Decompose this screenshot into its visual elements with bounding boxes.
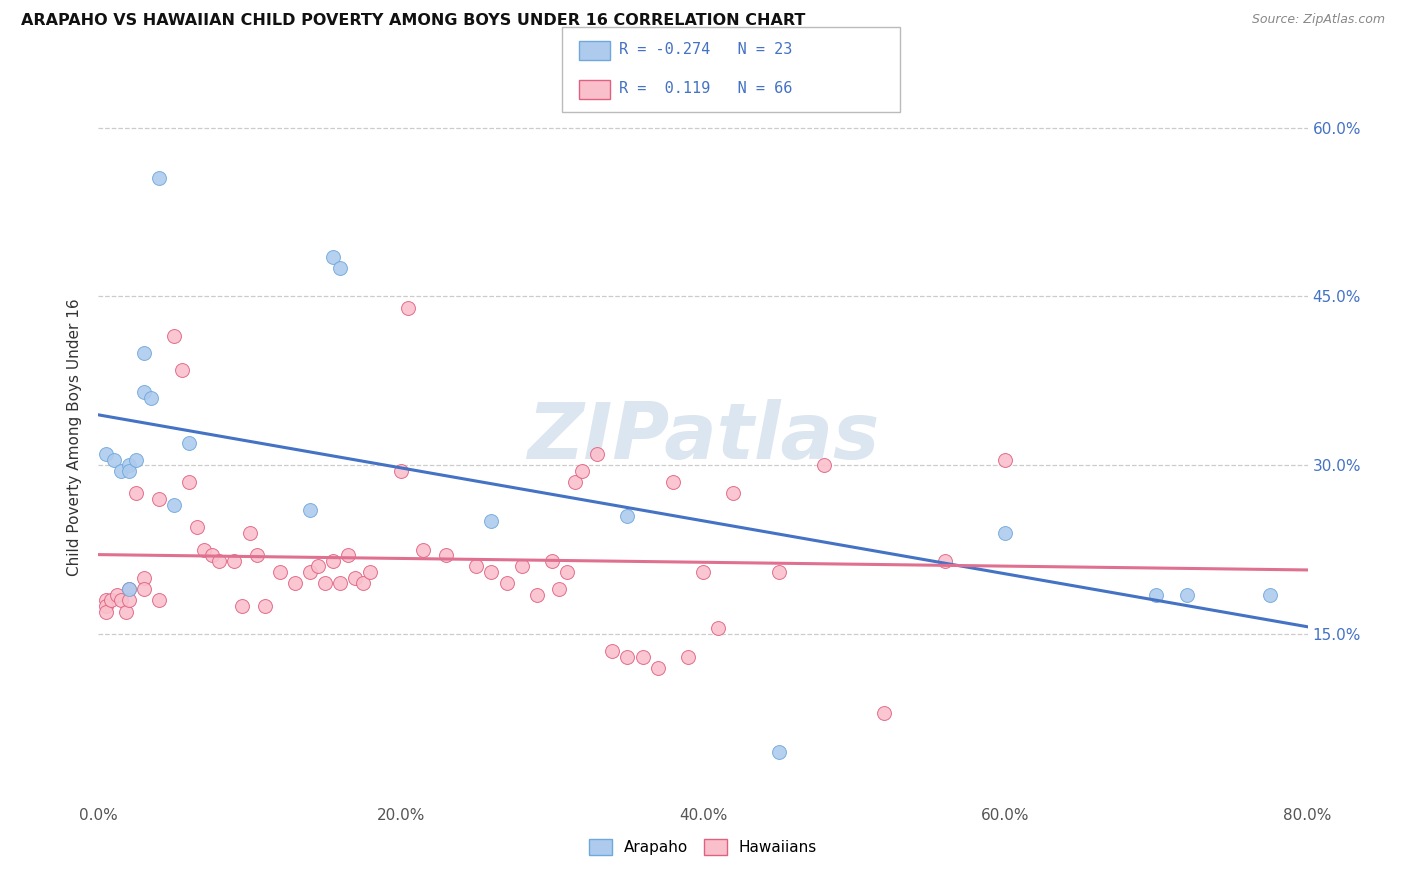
Point	[114, 605, 136, 619]
Point	[571, 464, 593, 478]
Point	[299, 565, 322, 579]
Point	[125, 452, 148, 467]
Point	[322, 554, 344, 568]
Point	[148, 171, 170, 186]
Point	[692, 565, 714, 579]
Point	[586, 447, 609, 461]
Point	[193, 542, 215, 557]
Point	[1258, 588, 1281, 602]
Point	[329, 261, 352, 276]
Point	[616, 508, 638, 523]
Point	[352, 576, 374, 591]
Point	[602, 644, 624, 658]
Point	[118, 464, 141, 478]
Point	[707, 621, 730, 635]
Point	[548, 582, 571, 596]
Point	[231, 599, 253, 613]
Text: ZIPatlas: ZIPatlas	[527, 399, 879, 475]
Point	[336, 548, 359, 562]
Point	[723, 486, 745, 500]
Point	[239, 525, 262, 540]
Y-axis label: Child Poverty Among Boys Under 16: Child Poverty Among Boys Under 16	[67, 298, 83, 576]
Point	[510, 559, 533, 574]
Point	[661, 475, 683, 489]
Point	[768, 745, 790, 759]
Point	[360, 565, 382, 579]
Point	[110, 464, 132, 478]
Legend: Arapaho, Hawaiians: Arapaho, Hawaiians	[583, 833, 823, 861]
Point	[125, 486, 148, 500]
Point	[163, 328, 186, 343]
Point	[314, 576, 336, 591]
Text: Source: ZipAtlas.com: Source: ZipAtlas.com	[1251, 13, 1385, 27]
Point	[389, 464, 412, 478]
Point	[412, 542, 434, 557]
Point	[465, 559, 488, 574]
Point	[526, 588, 548, 602]
Point	[132, 385, 155, 400]
Point	[179, 435, 201, 450]
Text: R = -0.274   N = 23: R = -0.274 N = 23	[619, 42, 792, 57]
Point	[768, 565, 790, 579]
Point	[179, 475, 201, 489]
Point	[253, 599, 276, 613]
Point	[813, 458, 835, 473]
Point	[224, 554, 246, 568]
Point	[299, 503, 322, 517]
Point	[170, 362, 193, 376]
Point	[103, 452, 125, 467]
Point	[269, 565, 291, 579]
Point	[118, 582, 141, 596]
Point	[94, 447, 117, 461]
Point	[118, 593, 141, 607]
Point	[396, 301, 419, 315]
Point	[934, 554, 956, 568]
Point	[105, 588, 128, 602]
Point	[201, 548, 224, 562]
Point	[631, 649, 654, 664]
Point	[148, 491, 170, 506]
Point	[110, 593, 132, 607]
Point	[322, 250, 344, 264]
Text: R =  0.119   N = 66: R = 0.119 N = 66	[619, 81, 792, 96]
Point	[132, 582, 155, 596]
Text: ARAPAHO VS HAWAIIAN CHILD POVERTY AMONG BOYS UNDER 16 CORRELATION CHART: ARAPAHO VS HAWAIIAN CHILD POVERTY AMONG …	[21, 13, 806, 29]
Point	[873, 706, 896, 720]
Point	[434, 548, 457, 562]
Point	[94, 605, 117, 619]
Point	[994, 452, 1017, 467]
Point	[676, 649, 699, 664]
Point	[186, 520, 208, 534]
Point	[132, 571, 155, 585]
Point	[495, 576, 517, 591]
Point	[540, 554, 562, 568]
Point	[148, 593, 170, 607]
Point	[100, 593, 122, 607]
Point	[118, 582, 141, 596]
Point	[564, 475, 586, 489]
Point	[246, 548, 269, 562]
Point	[1144, 588, 1167, 602]
Point	[329, 576, 352, 591]
Point	[647, 661, 669, 675]
Point	[481, 515, 503, 529]
Point	[344, 571, 367, 585]
Point	[94, 599, 117, 613]
Point	[994, 525, 1017, 540]
Point	[307, 559, 329, 574]
Point	[94, 593, 117, 607]
Point	[141, 391, 163, 405]
Point	[163, 498, 186, 512]
Point	[616, 649, 638, 664]
Point	[284, 576, 307, 591]
Point	[208, 554, 231, 568]
Point	[132, 345, 155, 359]
Point	[118, 458, 141, 473]
Point	[555, 565, 578, 579]
Point	[481, 565, 503, 579]
Point	[1175, 588, 1198, 602]
